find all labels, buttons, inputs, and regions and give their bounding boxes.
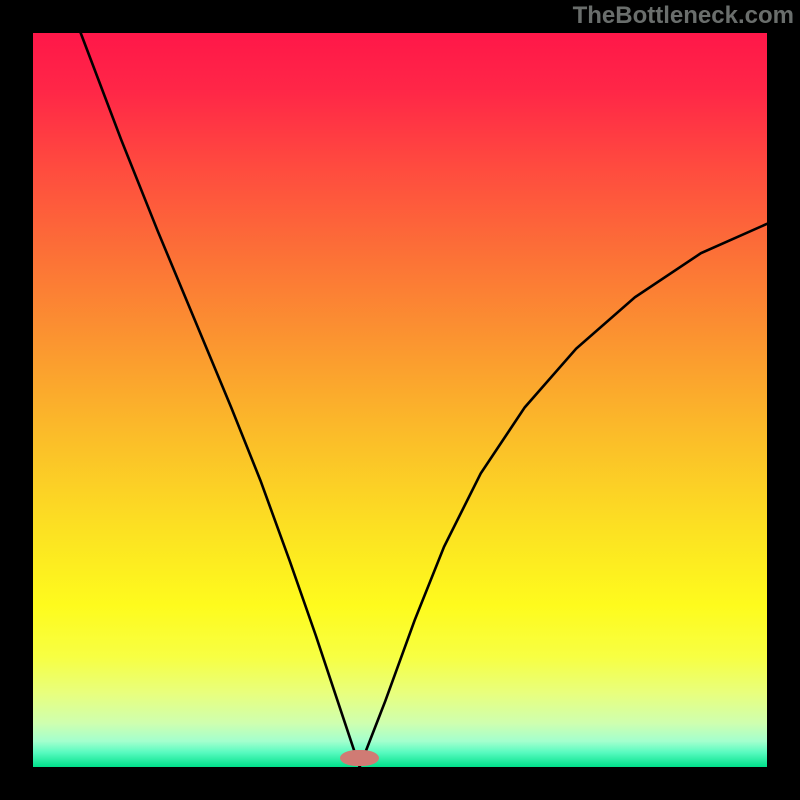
figure-container: TheBottleneck.com [0, 0, 800, 800]
minimum-marker [340, 750, 379, 765]
bottleneck-curve [33, 33, 767, 767]
plot-area [33, 33, 767, 767]
watermark-text: TheBottleneck.com [573, 2, 794, 30]
